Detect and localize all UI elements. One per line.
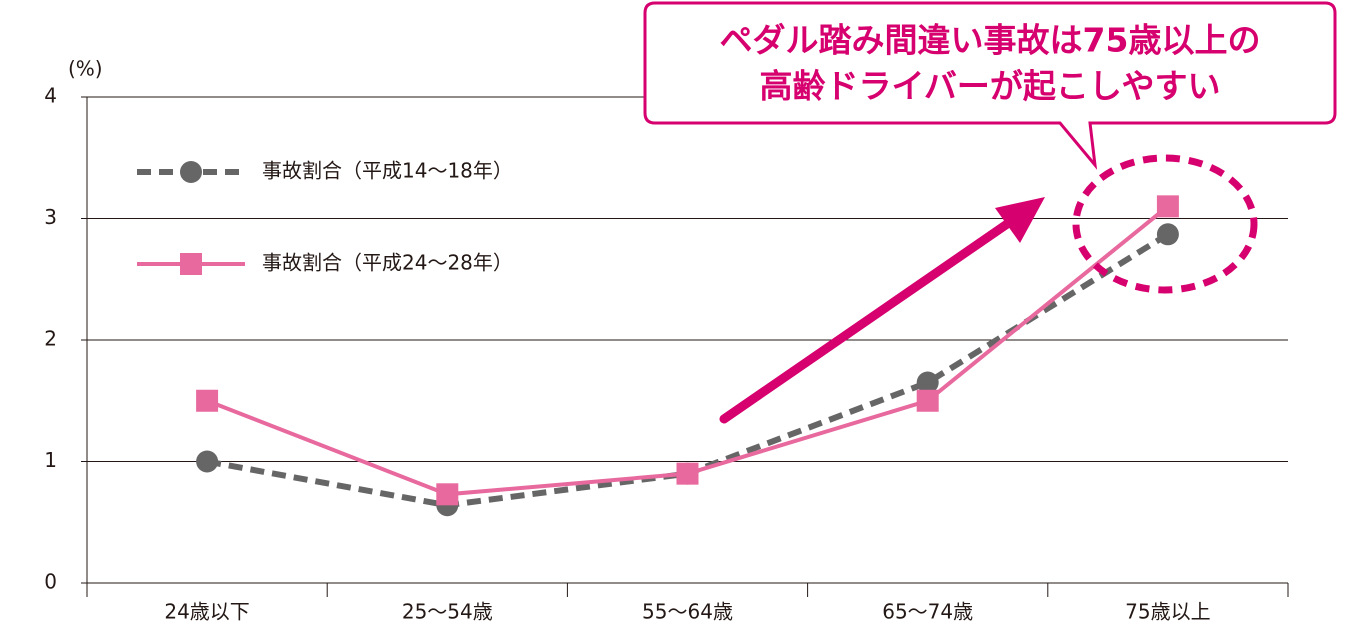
x-tick-label: 75歳以上 <box>1125 600 1210 624</box>
trend-arrow <box>719 217 1015 424</box>
y-tick-label: 2 <box>44 327 57 351</box>
point <box>916 389 939 412</box>
x-tick-label: 25～54歳 <box>402 600 493 624</box>
trend-arrowhead <box>995 197 1045 243</box>
callout-box <box>643 1 1337 170</box>
y-unit: (%) <box>68 57 103 81</box>
legend-marker <box>180 253 202 275</box>
x-tick-label: 55～64歳 <box>642 600 733 624</box>
y-tick-label: 4 <box>44 84 57 108</box>
callout-text: ペダル踏み間違い事故は75歳以上の <box>720 21 1261 60</box>
x-tick-label: 65～74歳 <box>882 600 973 624</box>
legend-marker <box>180 161 202 183</box>
point <box>676 462 699 485</box>
legend-label: 事故割合（平成24～28年） <box>262 251 513 275</box>
plot: 事故割合（平成14～18年） 事故割合（平成24～28年） <box>137 159 1179 517</box>
y-tick-label: 3 <box>44 205 57 229</box>
grid: 0 1 2 3 4 24歳以下 25～54歳 55～64歳 65～74歳 75歳以上 <box>44 84 1289 624</box>
point <box>916 371 939 394</box>
highlight-ellipse <box>1072 154 1258 294</box>
point <box>196 450 219 473</box>
point <box>1156 223 1179 246</box>
point <box>196 389 219 412</box>
y-tick-label: 0 <box>44 570 57 594</box>
point <box>436 483 459 506</box>
legend-label: 事故割合（平成14～18年） <box>262 159 513 183</box>
callout-text: 高齢ドライバーが起こしやすい <box>759 67 1220 106</box>
y-tick-label: 1 <box>44 448 57 472</box>
point <box>1156 195 1179 218</box>
x-tick-label: 24歳以下 <box>164 600 249 624</box>
callout: ペダル踏み間違い事故は75歳以上の 高齢ドライバーが起こしやすい <box>643 1 1337 170</box>
